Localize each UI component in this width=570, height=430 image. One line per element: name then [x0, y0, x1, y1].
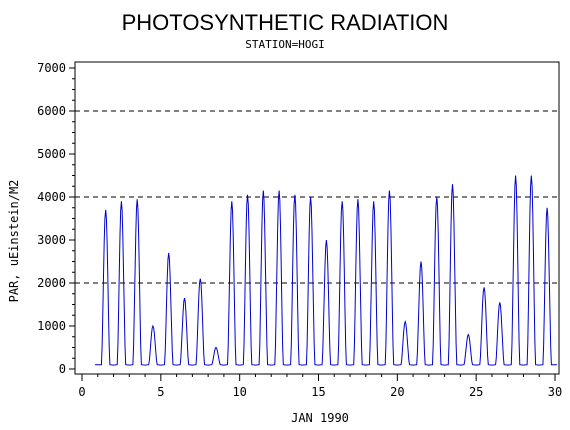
series-group	[95, 175, 557, 366]
chart-subtitle: STATION=HOGI	[245, 38, 324, 51]
reference-lines	[75, 110, 559, 284]
chart-title: PHOTOSYNTHETIC RADIATION	[122, 10, 449, 35]
y-tick-label: 4000	[37, 190, 66, 204]
y-tick-label: 7000	[37, 61, 66, 75]
x-tick-label: 10	[232, 385, 246, 399]
y-tick-label: 5000	[37, 147, 66, 161]
x-tick-label: 30	[548, 385, 562, 399]
par-series-line	[95, 175, 557, 366]
y-tick-label: 2000	[37, 276, 66, 290]
y-tick-label: 0	[59, 362, 66, 376]
x-tick-label: 25	[469, 385, 483, 399]
x-tick-label: 15	[311, 385, 325, 399]
x-axis: 0 5 10 15 20 25 30	[78, 374, 562, 399]
y-axis: 0 1000 2000 3000 4000 5000 6000 7000	[37, 61, 75, 376]
x-tick-label: 5	[157, 385, 164, 399]
x-axis-label: JAN 1990	[291, 411, 349, 425]
y-tick-label: 3000	[37, 233, 66, 247]
x-tick-label: 0	[78, 385, 85, 399]
y-axis-label: PAR, uEinstein/M2	[7, 180, 21, 303]
x-tick-label: 20	[390, 385, 404, 399]
y-tick-label: 6000	[37, 104, 66, 118]
y-tick-label: 1000	[37, 319, 66, 333]
